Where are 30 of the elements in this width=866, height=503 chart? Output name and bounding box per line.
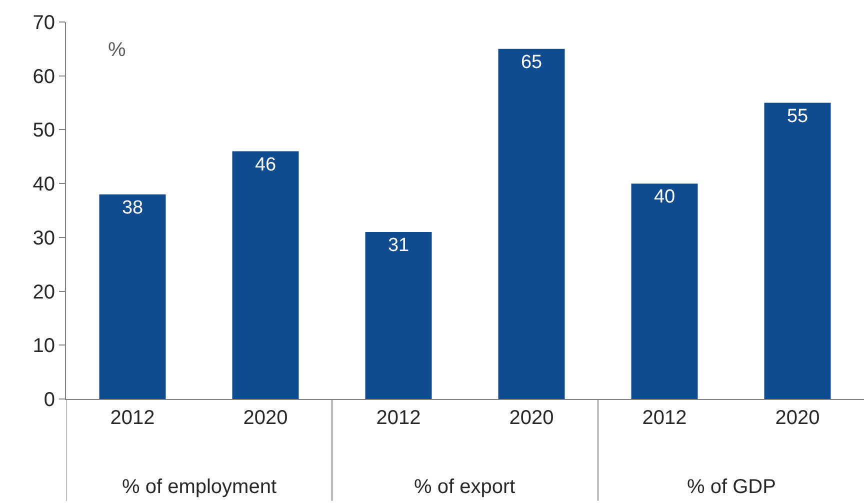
text: % of GDP (687, 476, 776, 498)
x-tick-label: 2012 (642, 407, 687, 429)
y-tick-label: 20 (32, 281, 55, 304)
y-tick-label: 40 (32, 174, 55, 196)
y-tick-label: 60 (32, 66, 55, 88)
bar (764, 102, 831, 399)
data-label: 31 (388, 235, 410, 256)
data-label: 55 (786, 106, 808, 127)
bar (99, 194, 166, 399)
bar (631, 184, 698, 399)
y-tick-label: 70 (32, 12, 55, 34)
y-tick-label: 10 (32, 335, 55, 358)
annotation: % (108, 39, 126, 61)
x-tick-label: 2020 (775, 407, 820, 429)
text: % of employment (122, 476, 277, 498)
x-tick-label: 2012 (376, 407, 421, 429)
x-tick-label: 2012 (110, 407, 155, 429)
y-tick-label: 0 (44, 389, 55, 411)
data-label: 46 (254, 154, 276, 176)
bar (232, 151, 299, 399)
data-label: 65 (520, 52, 542, 73)
x-tick-label: 2020 (243, 407, 288, 429)
data-label: 38 (122, 197, 144, 218)
x-tick-label: 2020 (509, 407, 554, 429)
text: % of export (414, 476, 516, 498)
y-tick-label: 30 (32, 227, 55, 250)
bar (365, 232, 432, 399)
bar (498, 48, 565, 399)
y-tick-label: 50 (32, 120, 55, 142)
data-label: 40 (654, 186, 676, 208)
